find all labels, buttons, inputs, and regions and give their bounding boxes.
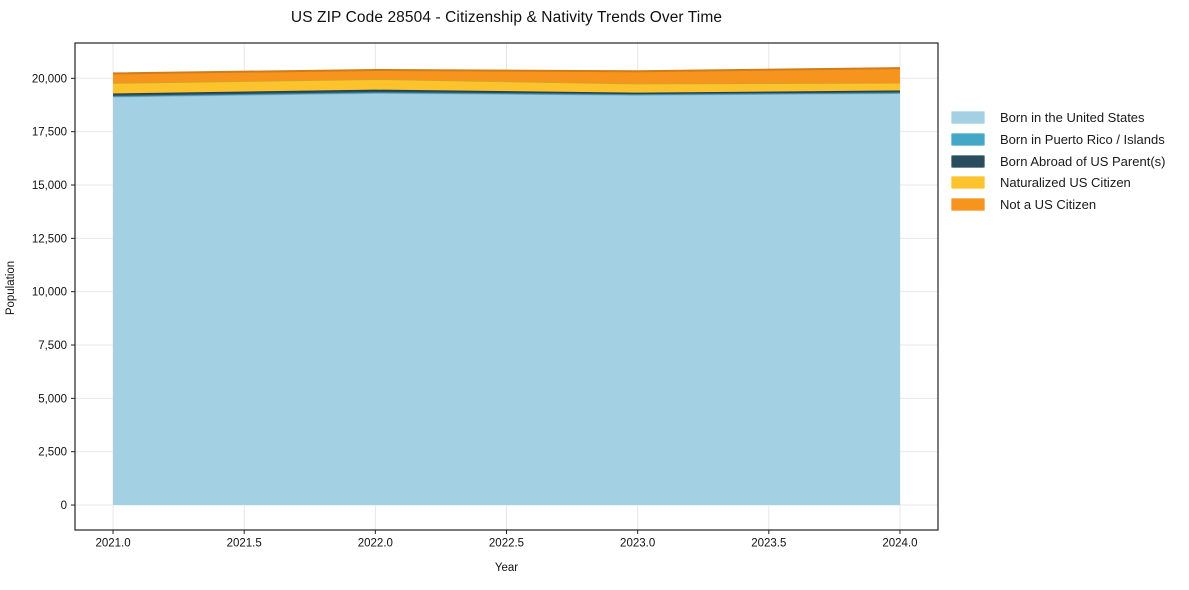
- legend-item-label: Born in the United States: [1000, 110, 1145, 126]
- y-tick-label: 5,000: [38, 393, 67, 405]
- y-tick-label: 12,500: [32, 233, 67, 245]
- x-axis-label: Year: [494, 562, 519, 574]
- x-tick-label: 2022.0: [358, 538, 393, 550]
- y-tick-label: 20,000: [32, 73, 67, 85]
- x-tick-label: 2021.5: [227, 538, 262, 550]
- y-axis-label: Population: [5, 260, 17, 316]
- area-series-not-a-us-citizen: [113, 68, 900, 84]
- x-tick-label: 2024.0: [882, 538, 917, 550]
- area-series-naturalized-us-citizen: [113, 78, 900, 94]
- x-tick-label: 2022.5: [489, 538, 524, 550]
- x-tick-label: 2023.5: [751, 538, 786, 550]
- legend-item-naturalized-us-citizen: Naturalized US Citizen: [951, 172, 1165, 194]
- legend-item-not-a-us-citizen: Not a US Citizen: [951, 194, 1165, 216]
- legend-item-born-in-the-united-states: Born in the United States: [951, 107, 1165, 129]
- legend-item-born-abroad-of-us-parent-s: Born Abroad of US Parent(s): [951, 150, 1165, 172]
- legend-item-label: Born Abroad of US Parent(s): [1000, 153, 1166, 169]
- legend-swatch-icon: [951, 198, 985, 212]
- legend-item-born-in-puerto-rico-islands: Born in Puerto Rico / Islands: [951, 129, 1165, 151]
- x-tick-label: 2023.0: [620, 538, 655, 550]
- x-tick-label: 2021.0: [95, 538, 130, 550]
- legend-item-label: Not a US Citizen: [1000, 197, 1097, 213]
- area-edge-not-a-us-citizen: [113, 67, 900, 75]
- legend-swatch-icon: [951, 111, 985, 125]
- y-tick-label: 17,500: [32, 127, 67, 139]
- y-tick-label: 0: [61, 500, 67, 512]
- legend-swatch-icon: [951, 133, 985, 147]
- area-series-born-in-the-united-states: [113, 92, 900, 506]
- y-tick-label: 15,000: [32, 180, 67, 192]
- legend-swatch-icon: [951, 176, 985, 190]
- y-tick-label: 2,500: [38, 447, 67, 459]
- y-tick-label: 10,000: [32, 287, 67, 299]
- chart-title: US ZIP Code 28504 - Citizenship & Nativi…: [290, 9, 723, 26]
- legend: Born in the United States Born in Puerto …: [951, 107, 1165, 215]
- y-tick-label: 7,500: [38, 340, 67, 352]
- legend-swatch-icon: [951, 154, 985, 168]
- legend-item-label: Born in Puerto Rico / Islands: [1000, 132, 1165, 148]
- legend-item-label: Naturalized US Citizen: [1000, 175, 1131, 191]
